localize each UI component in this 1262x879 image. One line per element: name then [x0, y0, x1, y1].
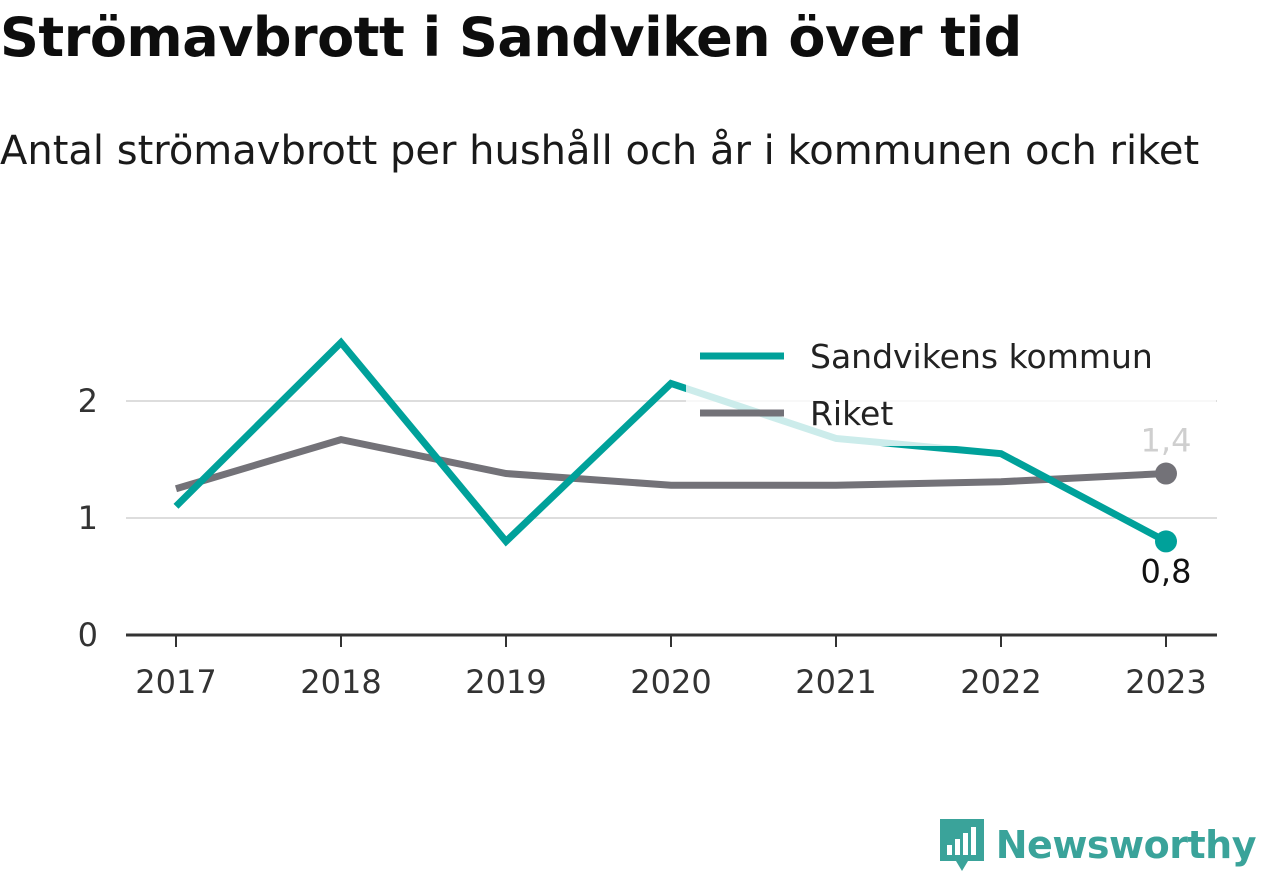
end-label-sandvikens-kommun: 0,8	[1141, 552, 1192, 590]
chart-subtitle: Antal strömavbrott per hushåll och år i …	[0, 128, 1200, 174]
x-tick-label: 2019	[465, 663, 546, 701]
x-axis-ticks: 2017 2018 2019 2020 2021 2022 2023	[126, 633, 1217, 701]
legend-background	[686, 328, 1216, 446]
x-tick-label: 2023	[1125, 663, 1206, 701]
newsworthy-logo-icon	[939, 819, 984, 871]
x-tick-label: 2020	[630, 663, 711, 701]
series-line-riket	[175, 436, 1167, 493]
end-labels: 1,4 0,8	[1141, 422, 1192, 591]
chart-title: Strömavbrott i Sandviken över tid	[0, 6, 1022, 69]
x-tick-label: 2018	[300, 663, 381, 701]
y-tick-label: 1	[78, 499, 98, 537]
end-point-riket	[1155, 462, 1177, 485]
y-tick-label: 0	[78, 616, 98, 654]
newsworthy-brand: Newsworthy	[938, 817, 1257, 873]
x-tick-label: 2022	[960, 663, 1041, 701]
series-line-sandvikens-kommun	[173, 337, 1168, 547]
y-tick-label: 2	[78, 382, 98, 420]
series-lines	[173, 337, 1177, 553]
legend-label: Sandvikens kommun	[810, 337, 1153, 376]
x-tick-label: 2017	[135, 663, 216, 701]
end-label-riket: 1,4	[1141, 422, 1192, 460]
legend: Sandvikens kommun Riket	[686, 328, 1216, 446]
legend-label: Riket	[810, 394, 893, 433]
y-axis-ticks: 0 1 2	[78, 382, 98, 654]
brand-name: Newsworthy	[995, 823, 1257, 867]
end-point-sandvikens-kommun	[1155, 530, 1177, 553]
x-tick-label: 2021	[795, 663, 876, 701]
